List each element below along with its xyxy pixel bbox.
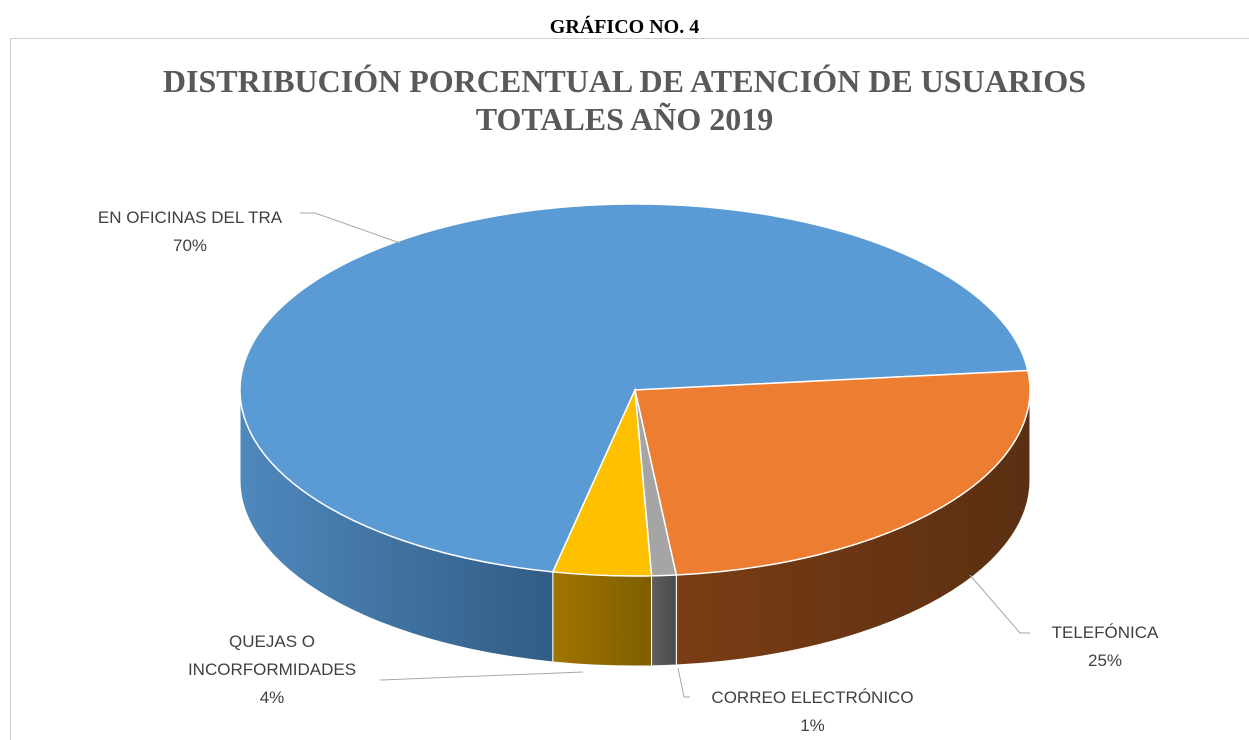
- chart-title: TOTALES AÑO 2019: [475, 101, 774, 137]
- leader-line: [677, 667, 690, 698]
- data-label: EN OFICINAS DEL TRA 70%: [97, 208, 283, 255]
- slice-side: [651, 574, 677, 667]
- chart-frame: [10, 38, 1249, 740]
- chart-title: DISTRIBUCIÓN PORCENTUAL DE ATENCIÓN DE U…: [162, 63, 1087, 99]
- leader-line: [969, 574, 1030, 634]
- header: GRÁFICO NO. 4: [549, 16, 700, 38]
- data-label: CORREO ELECTRÓNICO 1%: [711, 688, 914, 735]
- slice-side: [552, 571, 653, 667]
- data-label: QUEJAS O INCORFORMIDADES 4%: [187, 632, 357, 707]
- data-label: TELEFÓNICA 25%: [1051, 623, 1159, 670]
- leader-line: [300, 212, 401, 244]
- leader-line: [379, 671, 584, 681]
- slice: [239, 203, 1029, 573]
- slice: [634, 369, 1031, 576]
- slice: [551, 387, 653, 577]
